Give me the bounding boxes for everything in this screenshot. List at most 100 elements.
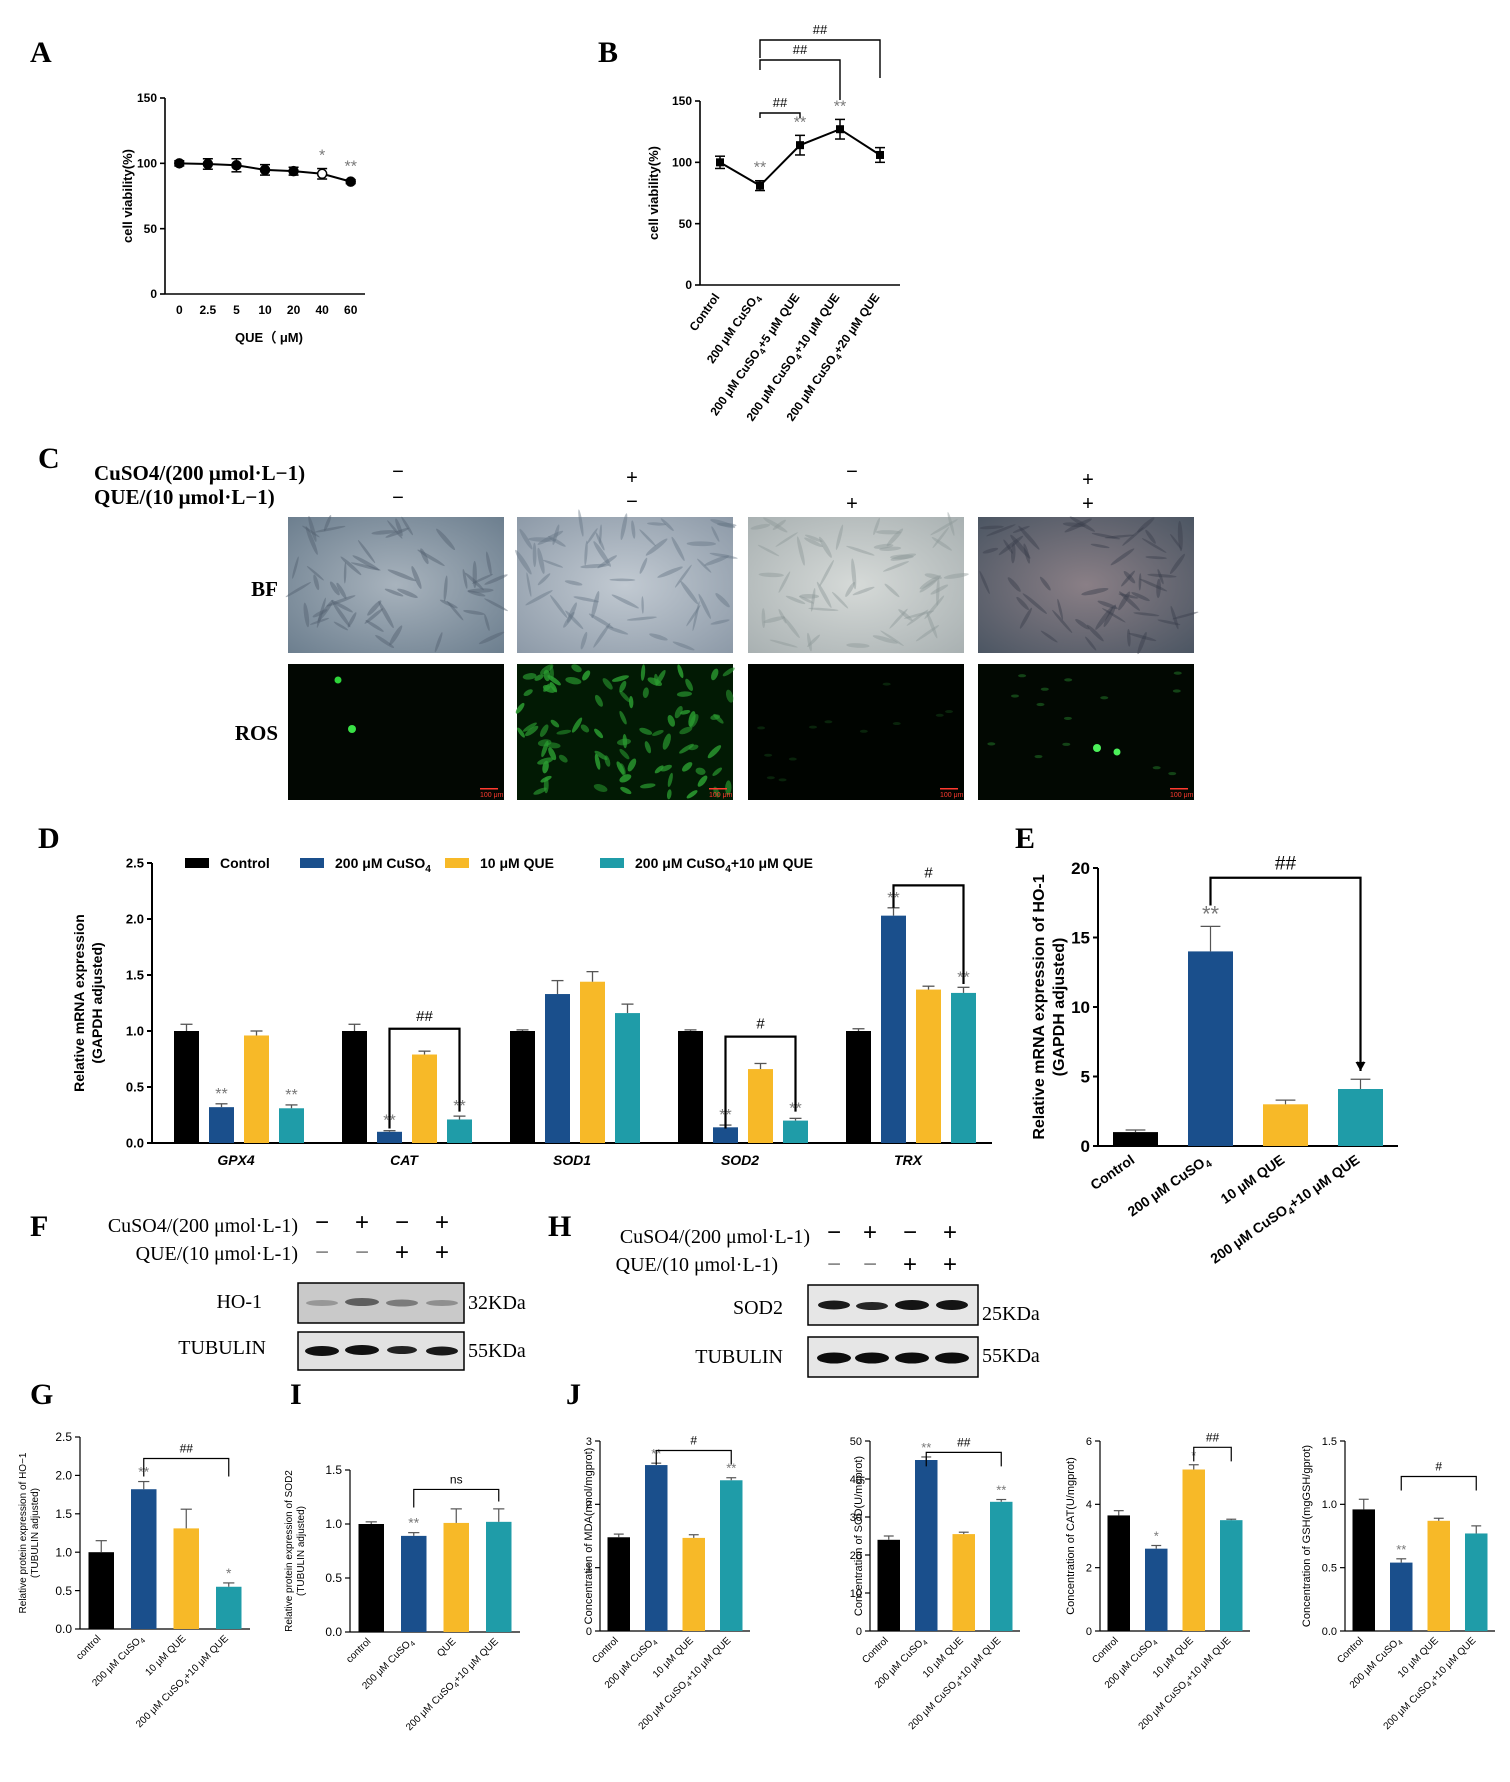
- bar: [209, 1107, 234, 1143]
- significance-label: #: [756, 1016, 765, 1033]
- bf-cell: [1091, 532, 1121, 540]
- ros-cell: [543, 669, 551, 682]
- bf-cell: [306, 565, 324, 581]
- bf-cell: [873, 543, 894, 549]
- panel-label-d: D: [38, 822, 60, 855]
- chart-g-ho1-protein: 0.0 0.5 1.0 1.5 2.0 2.5 Relative protein expre…: [18, 1430, 250, 1730]
- bf-cell: [309, 617, 330, 625]
- bf-cell: [343, 562, 347, 584]
- ros-cell: [778, 778, 787, 782]
- x-tick-label: 0: [176, 303, 183, 317]
- ros-cell: [676, 691, 692, 697]
- y-tick-label: 0.0: [55, 1622, 72, 1636]
- y-axis-label: Relative mRNA expression (GAPDH adjusted): [71, 914, 105, 1092]
- bf-cell: [1169, 553, 1186, 574]
- bar: [1390, 1562, 1413, 1631]
- blot-h-tubulin-size: 55KDa: [982, 1345, 1040, 1367]
- ros-cell: [707, 745, 722, 759]
- bf-cell: [329, 581, 340, 596]
- blot-h-bands: [817, 1300, 969, 1364]
- significance-bracket: [388, 1027, 461, 1129]
- scale-bar-line-4: [1170, 788, 1188, 790]
- y-axis-label: Concentration of SOD(U/mgprot): [853, 1456, 865, 1616]
- blot-h-que-sign-2: −: [863, 1251, 877, 1278]
- ros-image-4: [978, 664, 1194, 800]
- cuso4-row-label: CuSO4/(200 μmol·L−1): [94, 461, 305, 485]
- significance-mark: **: [408, 1515, 419, 1531]
- bf-cell: [932, 526, 950, 549]
- ros-cell: [548, 747, 557, 761]
- x-tick-label: 200 μM CuSO4​+10 μM QUE: [1207, 1151, 1364, 1269]
- ros-image-1: [288, 664, 504, 800]
- legend-swatch: [185, 858, 209, 868]
- ros-cell: [619, 748, 630, 760]
- bf-cell: [1145, 529, 1156, 544]
- bar: [846, 1031, 871, 1143]
- sod2-band-3: [895, 1300, 929, 1310]
- bf-cell: [1172, 611, 1199, 620]
- panel-label-h: H: [548, 1210, 571, 1243]
- bf-image-4: [978, 517, 1194, 653]
- bf-cell: [697, 558, 712, 573]
- blot-h-cuso4-sign-4: +: [943, 1219, 957, 1246]
- bf-image-1: [288, 517, 504, 653]
- ros-cell: [1173, 671, 1182, 675]
- significance-bracket: [655, 1449, 732, 1465]
- bf-cell: [378, 601, 394, 629]
- chart-i-sod2-protein: 0.0 0.5 1.0 1.5 Relative protein expression …: [284, 1463, 520, 1733]
- bf-cell: [1069, 516, 1096, 532]
- bar: [486, 1521, 512, 1632]
- blot-f: CuSO4/(200 μmol·L-1) QUE/(10 μmol·L-1) H…: [108, 1209, 526, 1371]
- bf-cell: [906, 609, 929, 626]
- bf-cell: [292, 556, 299, 579]
- bf-cell: [312, 609, 328, 618]
- ros-cell: [515, 702, 525, 714]
- bf-cell: [872, 635, 898, 644]
- bar: [131, 1489, 157, 1629]
- bar: [88, 1552, 114, 1629]
- blot-f-tubulin-size: 55KDa: [468, 1340, 526, 1362]
- ros-image-3: [748, 664, 964, 800]
- bf-cell: [314, 525, 346, 533]
- bf-cell: [1085, 636, 1097, 651]
- bf-cell: [686, 604, 701, 627]
- significance-label: ##: [180, 1442, 194, 1456]
- bf-cell: [365, 620, 384, 632]
- blot-h-que-sign-3: +: [903, 1251, 917, 1278]
- data-point: [202, 158, 214, 170]
- significance-bracket: [413, 1488, 500, 1508]
- bf-cell: [882, 561, 910, 572]
- c-que-sign-3: +: [846, 493, 858, 515]
- blot-h-cuso4-sign-1: −: [827, 1219, 841, 1246]
- bar: [1263, 1104, 1308, 1146]
- bf-cell: [1016, 596, 1029, 611]
- x-tick-label: 10 μM QUE: [1217, 1151, 1287, 1207]
- bar: [682, 1537, 705, 1631]
- bf-cell: [439, 599, 458, 609]
- x-tick-label: 20: [287, 303, 301, 317]
- bf-cell: [548, 536, 566, 547]
- bf-cell: [620, 513, 628, 541]
- ros-cell: [1034, 754, 1043, 759]
- bf-cell: [525, 590, 553, 606]
- bf-cell: [1097, 600, 1118, 610]
- bf-cell: [761, 608, 766, 629]
- bf-cell: [1086, 624, 1104, 642]
- significance-label: #: [1435, 1459, 1442, 1473]
- bf-cell: [845, 581, 856, 597]
- bar: [951, 992, 976, 1143]
- x-tick-label: SOD2: [721, 1152, 759, 1168]
- bf-cell: [1040, 630, 1058, 643]
- blot-h: CuSO4/(200 μmol·L-1) QUE/(10 μmol·L-1) S…: [616, 1219, 1040, 1378]
- bf-cell: [285, 582, 312, 598]
- blot-f-que-label: QUE/(10 μmol·L-1): [136, 1243, 298, 1265]
- scale-bar-label-3: 100 μm: [940, 792, 964, 799]
- ros-cell: [722, 667, 735, 677]
- c-cuso4-sign-2: +: [626, 467, 638, 489]
- ros-cell: [1172, 689, 1181, 693]
- legend: Control 200 μM CuSO4​ 10 μM QUE 200 μM CuSO…: [185, 855, 813, 875]
- x-tick-label: 2.5: [200, 303, 217, 317]
- bf-cell: [873, 517, 880, 536]
- y-tick-label: 150: [672, 94, 692, 108]
- bf-cell: [798, 596, 814, 604]
